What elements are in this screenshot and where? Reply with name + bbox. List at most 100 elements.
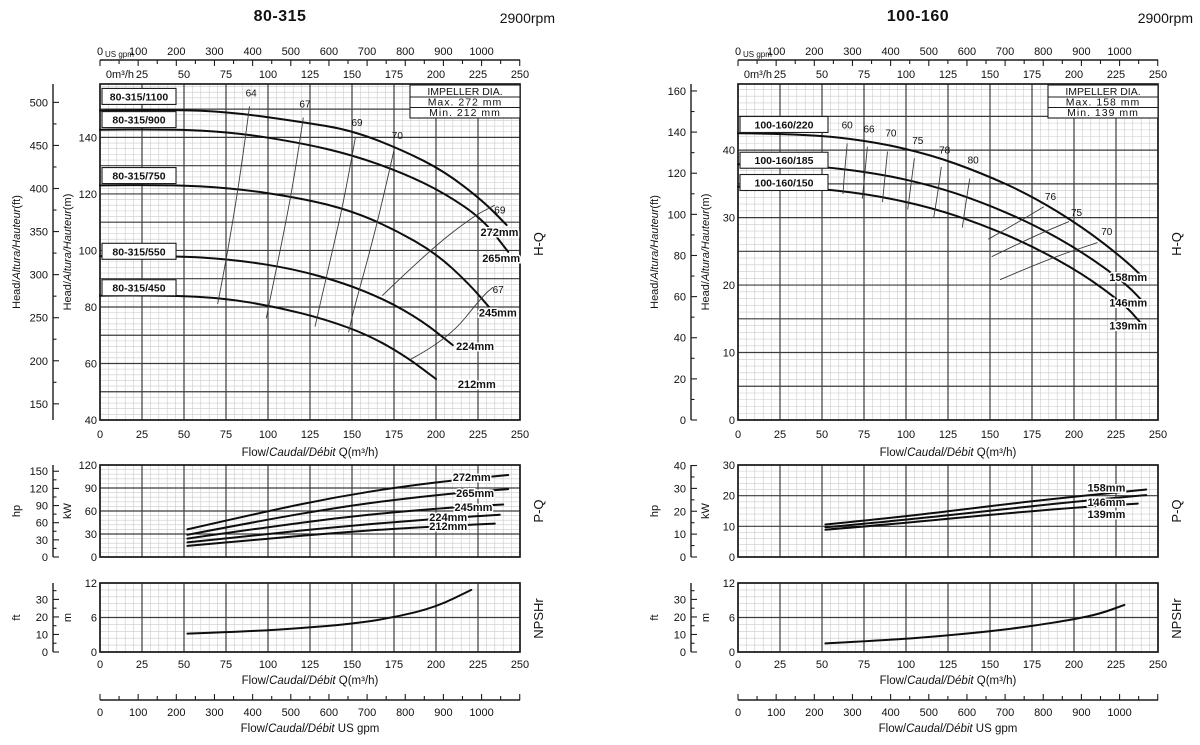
- flow-tick-label: 50: [178, 429, 190, 441]
- npsh-flow-tick-label: 125: [939, 659, 957, 671]
- gpm-top-label: 800: [396, 46, 414, 58]
- m3h-top-label: 200: [427, 69, 445, 81]
- efficiency-label: 75: [912, 136, 924, 147]
- efficiency-line-80: [961, 178, 971, 228]
- npsh-m-label: 6: [91, 613, 97, 625]
- axis-value-label: 120: [668, 168, 686, 180]
- npsh-m-axis-title: m: [62, 613, 74, 622]
- axis-value-label: 450: [30, 140, 48, 152]
- axis-value-label: 400: [30, 184, 48, 196]
- hq-curve-224mm: [99, 254, 454, 347]
- efficiency-label: 80: [968, 156, 980, 167]
- m3h-top-label: 50: [816, 69, 828, 81]
- efficiency-label: 70: [1101, 227, 1113, 238]
- head-m-label: 120: [79, 189, 97, 201]
- pq-curve-272mm: [186, 474, 510, 531]
- model-box: [739, 151, 829, 169]
- gpm-bottom-label: 0: [735, 707, 741, 719]
- npsh-flow-tick-label: 175: [1023, 659, 1041, 671]
- gpm-top-label: 800: [1034, 46, 1052, 58]
- efficiency-label: 70: [885, 129, 897, 140]
- axis-value-label: 60: [36, 518, 48, 530]
- impeller-box-min: Min. 212 mm: [429, 107, 501, 119]
- axis-value-label: 0: [680, 647, 686, 659]
- efficiency-label: 78: [939, 145, 951, 156]
- model-box: [101, 279, 177, 297]
- flow-axis-caption: Flow/Caudal/Débit Q(m³/h): [880, 447, 1017, 459]
- gpm-axis-caption: Flow/Caudal/Débit US gpm: [241, 723, 380, 735]
- head-m-label: 30: [723, 213, 735, 225]
- pq-curve-245mm: [186, 503, 505, 540]
- flow-tick-label: 25: [774, 429, 786, 441]
- axis-value-label: 0: [42, 552, 48, 564]
- hp-axis-title: hp: [649, 505, 661, 517]
- flow-tick-label: 125: [301, 429, 319, 441]
- gpm-top-label: 500: [282, 46, 300, 58]
- axis-value-label: 90: [36, 501, 48, 513]
- head-m-label: 0: [729, 415, 735, 427]
- model-box-label: 100-160/150: [755, 178, 814, 190]
- m3h-prefix-label: 0m³/h: [106, 69, 134, 81]
- axis-value-label: 500: [30, 97, 48, 109]
- pq-curve-label: 265mm: [456, 488, 494, 500]
- npsh-flow-tick-label: 100: [259, 659, 277, 671]
- npsh-flow-tick-label: 0: [735, 659, 741, 671]
- efficiency-line-70: [348, 150, 395, 333]
- model-box-label: 80-315/900: [112, 115, 165, 127]
- gpm-top-label: 900: [434, 46, 452, 58]
- panel-rpm-right: 2900rpm: [1137, 10, 1193, 26]
- gpm-bottom-label: 500: [282, 707, 300, 719]
- head-ft-axis-title: Head/Altura/Hauteur(ft): [649, 195, 661, 309]
- gpm-bottom-label: 1000: [469, 707, 493, 719]
- hq-curve-265mm: [99, 128, 510, 253]
- plot-border: [737, 464, 1159, 558]
- axis-value-label: 100: [668, 209, 686, 221]
- efficiency-label: 67: [493, 285, 505, 296]
- axis-value-label: 30: [36, 535, 48, 547]
- axis-value-label: 120: [30, 483, 48, 495]
- impeller-curve-label: 224mm: [456, 341, 494, 353]
- plot-border: [99, 464, 521, 558]
- plot-border: [99, 83, 521, 421]
- gpm-bottom-label: 100: [129, 707, 147, 719]
- axis-value-label: 30: [36, 594, 48, 606]
- model-box-label: 80-315/450: [112, 283, 165, 295]
- kw-label: 10: [723, 521, 735, 533]
- gpm-bottom-label: 100: [767, 707, 785, 719]
- impeller-curve-label: 265mm: [482, 253, 520, 265]
- plot-border: [737, 83, 1159, 421]
- npsh-flow-tick-label: 125: [301, 659, 319, 671]
- axis-value-label: 10: [674, 529, 686, 541]
- model-box-label: 100-160/185: [755, 155, 814, 167]
- pq-curve-label: 224mm: [429, 512, 467, 524]
- flow-tick-label: 175: [385, 429, 403, 441]
- m3h-top-label: 150: [981, 69, 999, 81]
- efficiency-label: 69: [494, 206, 506, 217]
- axis-value-label: 80: [674, 250, 686, 262]
- head-m-label: 60: [85, 358, 97, 370]
- flow-axis-caption: Flow/Caudal/Débit Q(m³/h): [242, 447, 379, 459]
- gpm-bottom-label: 900: [1072, 707, 1090, 719]
- flow-tick-label: 250: [511, 429, 529, 441]
- m3h-top-label: 175: [1023, 69, 1041, 81]
- efficiency-line-64: [217, 106, 250, 305]
- npsh-flow-tick-label: 75: [858, 659, 870, 671]
- model-box-label: 80-315/550: [112, 246, 165, 258]
- flow-tick-label: 100: [259, 429, 277, 441]
- axis-value-label: 0: [42, 647, 48, 659]
- efficiency-label: 70: [392, 131, 404, 142]
- m3h-top-label: 100: [897, 69, 915, 81]
- efficiency-label: 67: [299, 100, 311, 111]
- efficiency-label: 76: [1045, 192, 1057, 203]
- efficiency-label: 75: [1071, 208, 1083, 219]
- head-m-label: 100: [79, 245, 97, 257]
- plot-border: [99, 582, 521, 653]
- efficiency-line-60: [842, 143, 848, 195]
- npsh-flow-tick-label: 150: [343, 659, 361, 671]
- axis-value-label: 10: [36, 629, 48, 641]
- gpm-zero-label: 0: [735, 46, 741, 58]
- m3h-top-label: 75: [858, 69, 870, 81]
- plot-border: [737, 582, 1159, 653]
- axis-value-label: 60: [674, 292, 686, 304]
